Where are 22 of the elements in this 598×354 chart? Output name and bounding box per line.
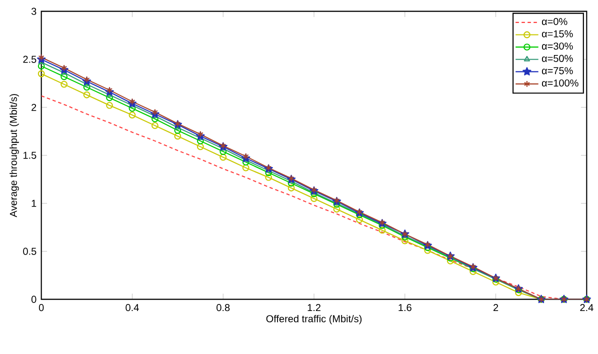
y-tick-label: 0.5 <box>23 248 36 255</box>
x-tick-label: 2.4 <box>580 304 594 312</box>
y-tick-label: 3 <box>31 8 36 15</box>
legend-label: α=30% <box>542 42 573 50</box>
x-tick-label: 2 <box>494 304 498 312</box>
y-tick-label: 2 <box>32 104 36 111</box>
x-axis-title: Offered traffic (Mbit/s) <box>266 314 362 324</box>
y-tick-label: 1 <box>32 200 36 207</box>
x-tick-label: 0.8 <box>216 304 230 312</box>
x-tick-label: 0 <box>38 304 44 312</box>
legend-label: α=0% <box>542 18 568 26</box>
y-tick-label: 1.5 <box>23 152 36 159</box>
legend-label: α=50% <box>542 54 573 62</box>
y-tick-label: 0 <box>31 296 36 303</box>
legend-label: α=100% <box>542 79 578 87</box>
legend-label: α=15% <box>542 30 573 38</box>
x-tick-label: 0.4 <box>126 304 139 312</box>
x-tick-label: 1.2 <box>308 304 320 312</box>
x-tick-label: 1.6 <box>398 304 412 312</box>
y-axis-title: Average throughput (Mbit/s) <box>10 94 19 218</box>
y-tick-label: 2.5 <box>23 56 36 63</box>
legend-label: α=75% <box>542 67 573 74</box>
